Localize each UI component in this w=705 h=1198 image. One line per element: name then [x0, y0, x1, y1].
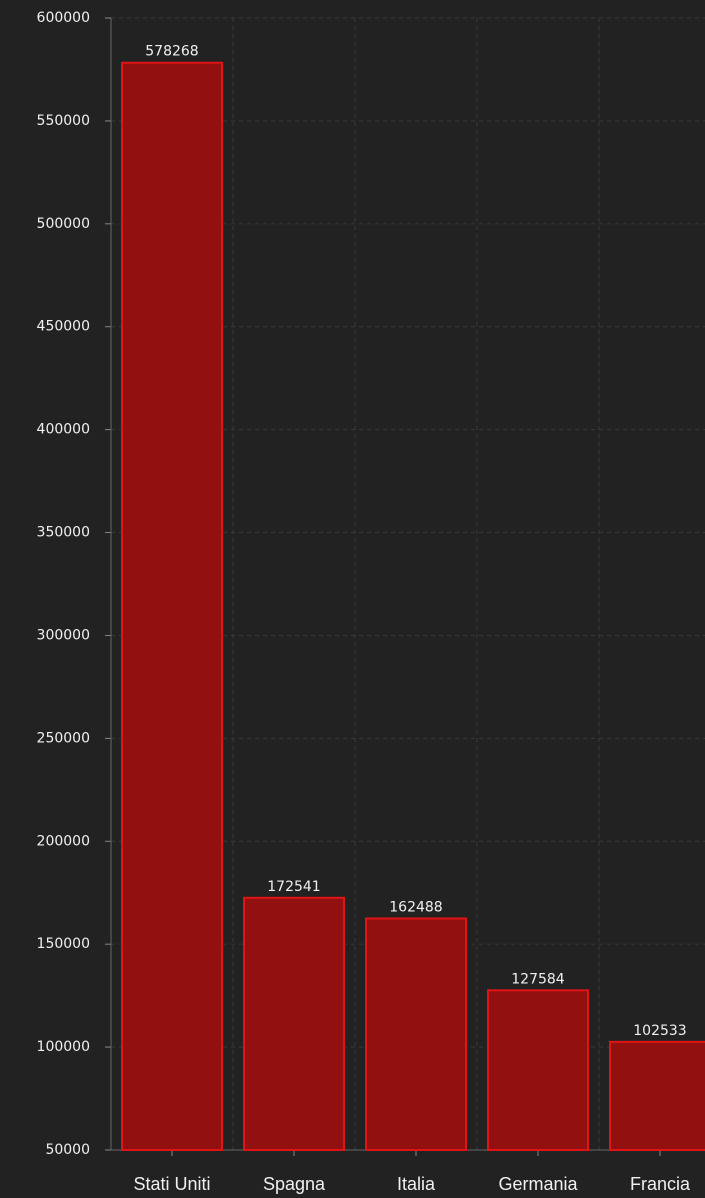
bar — [243, 896, 345, 1151]
y-tick-label: 350000 — [37, 525, 90, 541]
x-tick-label: Stati Uniti — [133, 1174, 210, 1194]
value-label: 578268 — [145, 44, 198, 60]
y-tick-label: 450000 — [37, 319, 90, 335]
x-tick-label: Spagna — [263, 1174, 326, 1194]
y-tick-label: 400000 — [37, 422, 90, 438]
y-tick-label: 600000 — [37, 10, 90, 26]
value-label: 127584 — [511, 971, 565, 987]
bar — [609, 1040, 705, 1152]
y-tick-label: 50000 — [45, 1142, 90, 1158]
y-tick-label: 300000 — [37, 627, 90, 643]
value-label: 172541 — [267, 879, 320, 895]
y-tick-label: 100000 — [37, 1039, 90, 1055]
x-tick-label: Italia — [397, 1174, 436, 1194]
bar — [365, 917, 467, 1151]
bar — [121, 61, 223, 1152]
y-tick-label: 500000 — [37, 216, 90, 232]
y-tick-label: 150000 — [37, 936, 90, 952]
y-tick-label: 200000 — [37, 833, 90, 849]
bar — [487, 989, 589, 1151]
value-label: 102533 — [633, 1023, 686, 1039]
y-tick-label: 550000 — [37, 113, 90, 129]
value-label: 162488 — [389, 899, 442, 915]
y-tick-label: 250000 — [37, 730, 90, 746]
x-tick-label: Francia — [630, 1174, 691, 1194]
x-tick-label: Germania — [498, 1174, 578, 1194]
